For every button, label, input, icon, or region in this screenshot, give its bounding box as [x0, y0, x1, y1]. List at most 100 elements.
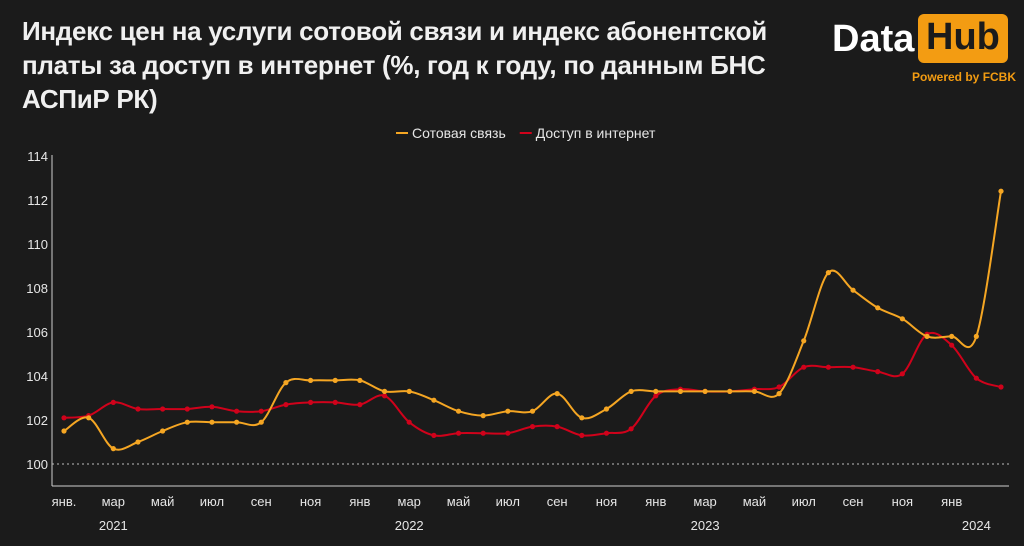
data-point	[653, 388, 659, 394]
data-point	[283, 380, 289, 386]
data-point	[332, 399, 338, 405]
x-tick-label: янв	[645, 494, 666, 509]
datahub-logo: Data Hub Powered by FCBK	[832, 12, 1016, 88]
series-1	[61, 331, 1004, 438]
y-tick-label: 114	[27, 149, 48, 164]
data-point	[431, 397, 437, 403]
logo-text-data: Data	[832, 18, 915, 60]
data-point	[998, 384, 1004, 390]
x-tick-label: янв	[349, 494, 370, 509]
data-point	[406, 419, 412, 425]
data-point	[135, 406, 141, 412]
data-point	[628, 426, 634, 432]
data-point	[110, 399, 116, 405]
data-point	[209, 404, 215, 410]
data-point	[579, 432, 585, 438]
logo-text-hub: Hub	[918, 14, 1008, 63]
data-point	[505, 408, 511, 414]
x-tick-label: июл	[792, 494, 816, 509]
x-tick-label: мар	[693, 494, 716, 509]
data-point	[628, 388, 634, 394]
data-point	[480, 430, 486, 436]
data-point	[554, 424, 560, 430]
data-point	[480, 413, 486, 419]
legend-entry: Доступ в интернет	[536, 125, 656, 141]
data-point	[381, 388, 388, 394]
data-point	[455, 430, 462, 436]
data-point	[776, 391, 782, 397]
x-year-label: 2021	[99, 518, 128, 533]
y-tick-label: 102	[26, 413, 48, 428]
data-point	[357, 377, 363, 383]
x-tick-label: май	[447, 494, 470, 509]
data-point	[234, 419, 240, 425]
data-point	[702, 388, 708, 394]
data-point	[973, 333, 979, 339]
x-tick-label: май	[151, 494, 174, 509]
x-tick-label: май	[743, 494, 766, 509]
y-tick-label: 110	[27, 237, 48, 252]
data-point	[307, 377, 314, 383]
data-point	[850, 287, 856, 293]
data-point	[653, 393, 659, 399]
x-tick-label: ноя	[596, 494, 617, 509]
data-point	[949, 333, 955, 339]
data-point	[258, 408, 264, 414]
data-point	[234, 408, 240, 414]
x-tick-label: янв	[941, 494, 962, 509]
data-point	[431, 432, 437, 438]
y-tick-label: 108	[26, 281, 48, 296]
data-point	[924, 333, 930, 339]
data-point	[949, 342, 955, 348]
x-tick-label: мар	[398, 494, 421, 509]
data-point	[751, 388, 758, 394]
series-group	[61, 188, 1004, 452]
data-point	[184, 419, 190, 425]
data-point	[875, 305, 881, 311]
data-point	[160, 406, 166, 412]
y-tick-label: 112	[27, 193, 48, 208]
data-point	[899, 316, 905, 322]
y-tick-label: 100	[26, 457, 48, 472]
data-point	[505, 430, 511, 436]
data-point	[135, 439, 141, 445]
x-year-label: 2023	[691, 518, 720, 533]
data-point	[825, 364, 831, 370]
data-point	[579, 415, 585, 421]
x-tick-label: июл	[496, 494, 520, 509]
data-point	[825, 270, 831, 276]
x-tick-label: ноя	[892, 494, 913, 509]
data-point	[381, 393, 388, 399]
data-point	[801, 338, 807, 344]
series-0	[61, 188, 1004, 452]
data-point	[61, 428, 67, 434]
x-tick-label: мар	[102, 494, 125, 509]
x-tick-label: янв.	[52, 494, 77, 509]
logo-subtitle: Powered by FCBK	[912, 70, 1017, 84]
data-point	[406, 388, 412, 394]
chart-title: Индекс цен на услуги сотовой связи и инд…	[22, 16, 767, 114]
y-tick-label: 104	[26, 369, 48, 384]
x-tick-label: сен	[251, 494, 272, 509]
data-point	[307, 399, 314, 405]
data-point	[973, 375, 979, 381]
y-tick-label: 106	[26, 325, 48, 340]
legend: Сотовая связь Доступ в интернет	[396, 125, 656, 141]
x-tick-label: сен	[843, 494, 864, 509]
x-tick-label: июл	[200, 494, 224, 509]
data-point	[801, 364, 807, 370]
x-year-label: 2022	[395, 518, 424, 533]
data-point	[529, 424, 536, 430]
data-point	[258, 419, 264, 425]
data-point	[283, 402, 289, 408]
axes: 100 102 104 106 108 110 112 114 янв. мар май июл сен…	[26, 149, 1009, 533]
data-point	[455, 408, 462, 414]
data-point	[850, 364, 856, 370]
data-point	[184, 406, 190, 412]
data-point	[209, 419, 215, 425]
x-tick-label: ноя	[300, 494, 321, 509]
series-line	[63, 331, 1002, 437]
legend-entry: Сотовая связь	[412, 125, 506, 141]
data-point	[677, 388, 684, 394]
data-point	[110, 446, 116, 452]
